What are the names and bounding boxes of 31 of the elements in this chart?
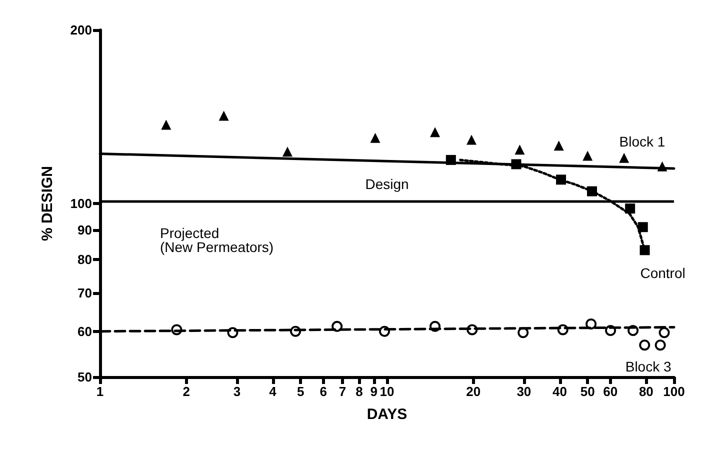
- x-tick-label: 40: [552, 384, 568, 399]
- x-tick-label: 1: [96, 384, 104, 399]
- y-axis-title: % DESIGN: [39, 166, 56, 242]
- x-tick-label: 50: [580, 384, 595, 399]
- x-tick-label: 80: [638, 384, 654, 399]
- x-tick-label: 4: [269, 384, 278, 399]
- y-tick-label: 70: [78, 285, 92, 300]
- x-tick-label: 9: [370, 384, 378, 399]
- series-label: Block 3: [625, 358, 672, 375]
- x-tick-label: 60: [603, 384, 618, 399]
- annotation: Projected (New Permeators): [160, 225, 274, 255]
- x-tick-label: 8: [356, 384, 363, 399]
- series-label: Control: [640, 265, 686, 282]
- y-tick-label: 60: [78, 324, 92, 339]
- x-tick-label: 5: [296, 384, 304, 399]
- x-tick-label: 30: [516, 384, 532, 399]
- y-tick-label: 50: [78, 370, 92, 384]
- y-tick-label: 100: [70, 196, 92, 211]
- x-tick-label: 3: [233, 384, 241, 399]
- y-tick-label: 80: [78, 252, 92, 267]
- x-tick-label: 20: [466, 384, 481, 399]
- x-tick-label: 10: [380, 384, 394, 399]
- x-axis-title: DAYS: [366, 406, 408, 423]
- ref-line-label: Design: [365, 176, 409, 192]
- series-label: Block 1: [619, 133, 666, 150]
- x-tick-label: 7: [338, 384, 346, 399]
- y-tick-label: 90: [78, 222, 92, 238]
- x-tick-label: 100: [663, 384, 685, 399]
- y-tick-label: 200: [70, 22, 92, 38]
- x-tick-label: 2: [182, 384, 190, 399]
- x-tick-label: 6: [320, 384, 327, 399]
